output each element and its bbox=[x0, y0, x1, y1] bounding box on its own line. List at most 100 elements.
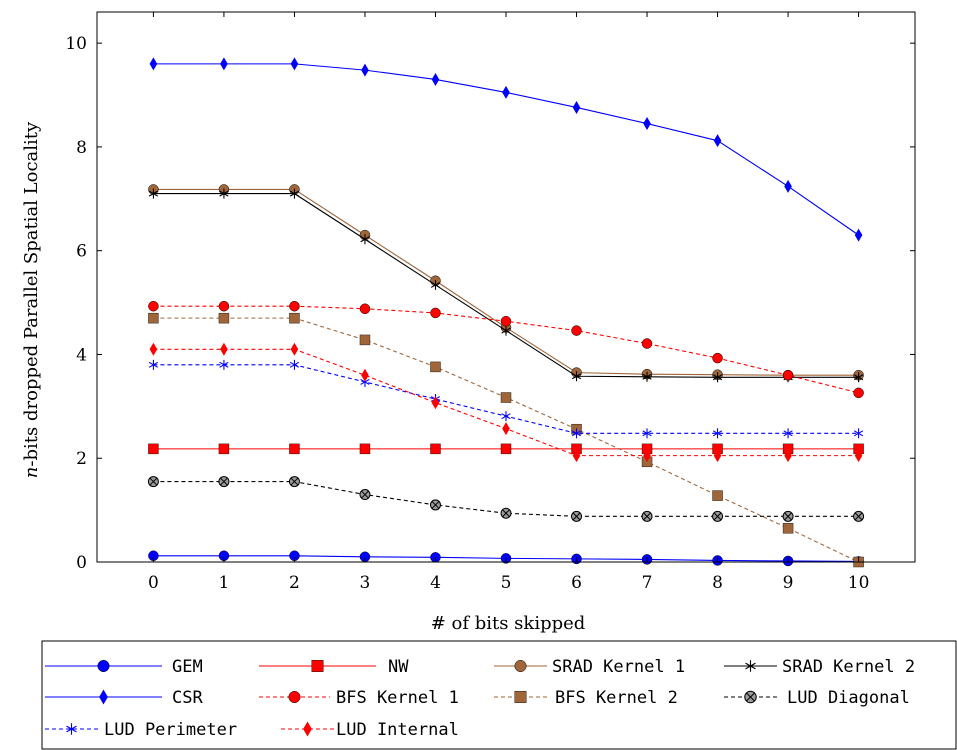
data-point bbox=[289, 444, 299, 454]
data-point bbox=[572, 511, 582, 521]
series-nw bbox=[148, 444, 863, 454]
data-point bbox=[501, 393, 511, 403]
x-tick-label: 9 bbox=[783, 573, 794, 593]
data-point bbox=[573, 101, 581, 114]
data-point bbox=[291, 57, 299, 70]
data-point bbox=[430, 444, 440, 454]
data-point bbox=[713, 491, 723, 501]
y-axis-title-variable: n bbox=[21, 467, 42, 479]
data-point bbox=[501, 316, 511, 326]
data-point bbox=[148, 444, 158, 454]
x-tick-label: 4 bbox=[430, 573, 441, 593]
data-point bbox=[291, 343, 299, 356]
x-tick-label: 5 bbox=[501, 573, 512, 593]
series-line bbox=[153, 318, 858, 562]
data-point bbox=[360, 335, 370, 345]
data-point bbox=[150, 343, 158, 356]
data-point bbox=[502, 86, 510, 99]
legend-marker bbox=[312, 660, 324, 672]
data-point bbox=[642, 511, 652, 521]
data-point bbox=[502, 422, 510, 435]
data-point bbox=[572, 326, 582, 336]
data-point bbox=[148, 313, 158, 323]
data-point bbox=[219, 313, 229, 323]
x-tick-label: 10 bbox=[848, 573, 870, 593]
legend-marker bbox=[289, 691, 301, 703]
y-axis-title: n-bits dropped Parallel Spatial Locality bbox=[21, 121, 42, 478]
data-point bbox=[361, 369, 369, 382]
x-tick-label: 8 bbox=[712, 573, 723, 593]
data-point bbox=[855, 229, 863, 242]
legend-label: SRAD Kernel 2 bbox=[782, 657, 915, 677]
data-point bbox=[783, 370, 793, 380]
legend-label: NW bbox=[388, 657, 409, 677]
x-tick-label: 1 bbox=[219, 573, 230, 593]
data-point bbox=[501, 444, 511, 454]
series-csr bbox=[150, 57, 863, 241]
legend: GEM NW SRAD Kernel 1 SRAD Kernel 2 CSR BFS Ke… bbox=[42, 641, 956, 749]
data-point bbox=[784, 180, 792, 193]
series-bfs-kernel-2 bbox=[148, 313, 863, 567]
y-tick-label: 4 bbox=[76, 345, 87, 365]
data-point bbox=[643, 117, 651, 130]
x-tick-label: 0 bbox=[148, 573, 159, 593]
series-srad-kernel-1 bbox=[148, 184, 863, 380]
legend-marker bbox=[515, 660, 527, 672]
legend-label: GEM bbox=[172, 657, 203, 677]
y-tick-label: 8 bbox=[76, 138, 87, 158]
data-point bbox=[713, 511, 723, 521]
legend-label: LUD Perimeter bbox=[104, 720, 237, 740]
data-point bbox=[642, 339, 652, 349]
legend-label: BFS Kernel 1 bbox=[336, 688, 459, 708]
data-point bbox=[148, 301, 158, 311]
x-axis-title: # of bits skipped bbox=[431, 613, 586, 634]
data-point bbox=[430, 362, 440, 372]
data-point bbox=[714, 134, 722, 147]
legend-label: BFS Kernel 2 bbox=[555, 688, 678, 708]
series-srad-kernel-2 bbox=[149, 189, 863, 383]
x-tick-label: 7 bbox=[642, 573, 653, 593]
data-point bbox=[501, 508, 511, 518]
y-axis-title-text: -bits dropped Parallel Spatial Locality bbox=[21, 121, 42, 467]
axes-layer: 0 2 4 6 8 10 0 1 2 3 4 5 6 7 8 9 10 bbox=[65, 12, 915, 593]
y-tick-label: 2 bbox=[76, 449, 87, 469]
data-point bbox=[219, 477, 229, 487]
data-point bbox=[361, 64, 369, 77]
data-point bbox=[289, 313, 299, 323]
data-point bbox=[854, 388, 864, 398]
y-tick-label: 10 bbox=[65, 34, 87, 54]
data-point bbox=[289, 477, 299, 487]
y-tick-label: 0 bbox=[76, 553, 87, 573]
data-point bbox=[430, 500, 440, 510]
data-point bbox=[219, 301, 229, 311]
legend-label: CSR bbox=[172, 688, 203, 708]
data-point bbox=[432, 73, 440, 86]
legend-label: LUD Internal bbox=[336, 720, 459, 740]
legend-marker bbox=[745, 691, 757, 703]
data-point bbox=[713, 353, 723, 363]
data-point bbox=[783, 511, 793, 521]
series-lud-diagonal bbox=[148, 477, 863, 522]
legend-marker bbox=[515, 691, 527, 703]
y-tick-label: 6 bbox=[76, 242, 87, 262]
data-point bbox=[360, 490, 370, 500]
data-point bbox=[430, 308, 440, 318]
x-tick-label: 2 bbox=[289, 573, 300, 593]
data-point bbox=[219, 444, 229, 454]
data-point bbox=[360, 304, 370, 314]
data-point bbox=[150, 57, 158, 70]
data-point bbox=[502, 411, 511, 421]
data-point bbox=[783, 523, 793, 533]
legend-label: LUD Diagonal bbox=[787, 688, 910, 708]
data-point bbox=[854, 511, 864, 521]
series-line bbox=[153, 189, 858, 375]
x-tick-label: 3 bbox=[360, 573, 371, 593]
x-tick-label: 6 bbox=[571, 573, 582, 593]
data-point bbox=[289, 301, 299, 311]
data-point bbox=[360, 444, 370, 454]
legend-marker bbox=[98, 660, 110, 672]
data-point bbox=[148, 477, 158, 487]
data-point bbox=[290, 360, 299, 370]
series-bfs-kernel-1 bbox=[148, 301, 863, 398]
